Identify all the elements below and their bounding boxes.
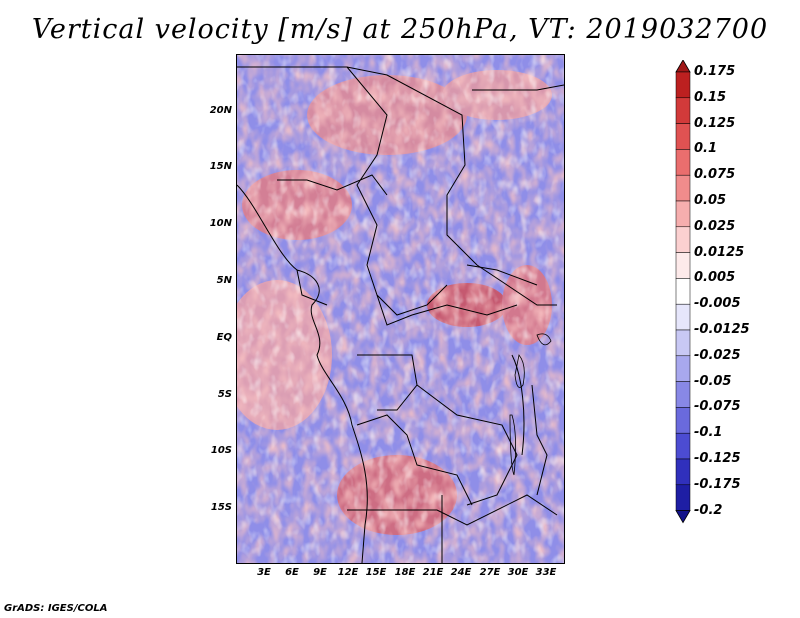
colorbar-swatch bbox=[675, 252, 691, 279]
colorbar-label: -0.175 bbox=[694, 476, 741, 492]
longitude-label: 24E bbox=[450, 567, 472, 578]
colorbar-swatch bbox=[675, 278, 691, 305]
colorbar-bottom-arrow bbox=[675, 510, 691, 524]
country-borders bbox=[237, 66, 564, 563]
colorbar-swatch bbox=[675, 71, 691, 99]
colorbar-label: 0.075 bbox=[694, 167, 736, 183]
colorbar-label: -0.2 bbox=[694, 502, 723, 518]
latitude-label: 10N bbox=[209, 218, 232, 229]
longitude-label: 21E bbox=[422, 567, 444, 578]
latitude-label: 5N bbox=[216, 275, 232, 286]
colorbar-label: 0.1 bbox=[694, 141, 718, 157]
velocity-map bbox=[236, 54, 565, 564]
colorbar-swatch bbox=[675, 149, 691, 176]
velocity-field bbox=[237, 55, 564, 563]
longitude-label: 6E bbox=[285, 567, 299, 578]
latitude-label: 15S bbox=[210, 502, 232, 513]
colorbar-label: 0.05 bbox=[694, 193, 727, 208]
colorbar-label: -0.0125 bbox=[694, 322, 750, 337]
colorbar-swatch bbox=[675, 97, 691, 124]
lakes bbox=[509, 333, 552, 476]
latitude-label: 20N bbox=[209, 105, 232, 116]
latitude-label: 15N bbox=[209, 161, 232, 172]
colorbar-swatch bbox=[675, 329, 691, 357]
colorbar-top-arrow bbox=[675, 60, 691, 73]
latitude-label: 10S bbox=[210, 445, 232, 456]
white-noise bbox=[237, 55, 564, 563]
colorbar-label: 0.025 bbox=[694, 218, 736, 234]
colorbar-label: -0.125 bbox=[694, 451, 741, 466]
colorbar-label: 0.175 bbox=[694, 64, 736, 79]
longitude-label: 33E bbox=[535, 567, 557, 578]
colorbar-swatch bbox=[675, 432, 691, 460]
colorbar-label: -0.005 bbox=[694, 296, 741, 312]
longitude-label: 15E bbox=[365, 567, 387, 578]
colorbar-label: 0.005 bbox=[694, 270, 736, 286]
colorbar-swatch bbox=[675, 355, 691, 382]
colorbar bbox=[675, 60, 691, 524]
colorbar-label: 0.125 bbox=[694, 115, 736, 131]
longitude-label: 12E bbox=[337, 567, 359, 578]
colorbar-label: -0.075 bbox=[694, 399, 741, 415]
colorbar-swatch bbox=[675, 226, 691, 253]
colorbar-swatch bbox=[675, 484, 691, 511]
colorbar-swatch bbox=[675, 303, 691, 331]
latitude-label: EQ bbox=[216, 332, 232, 343]
colorbar-label: -0.025 bbox=[694, 347, 741, 363]
colorbar-swatch bbox=[675, 200, 691, 228]
credit-text: GrADS: IGES/COLA bbox=[4, 603, 108, 614]
colorbar-swatch bbox=[675, 381, 691, 408]
colorbar-swatch bbox=[675, 174, 691, 202]
longitude-label: 27E bbox=[479, 567, 501, 578]
longitude-label: 18E bbox=[394, 567, 416, 578]
chart-title: Vertical velocity [m/s] at 250hPa, VT: 2… bbox=[31, 14, 769, 45]
longitude-label: 3E bbox=[257, 567, 271, 578]
colorbar-label: 0.0125 bbox=[694, 244, 745, 260]
colorbar-swatch bbox=[675, 123, 691, 150]
latitude-label: 5S bbox=[217, 389, 232, 400]
colorbar-label: -0.1 bbox=[694, 425, 723, 441]
colorbar-label: 0.15 bbox=[694, 89, 727, 105]
longitude-label: 9E bbox=[313, 567, 327, 578]
colorbar-swatch bbox=[675, 458, 691, 486]
longitude-label: 30E bbox=[507, 567, 529, 578]
colorbar-label: -0.05 bbox=[694, 373, 732, 389]
colorbar-swatch bbox=[675, 407, 691, 434]
